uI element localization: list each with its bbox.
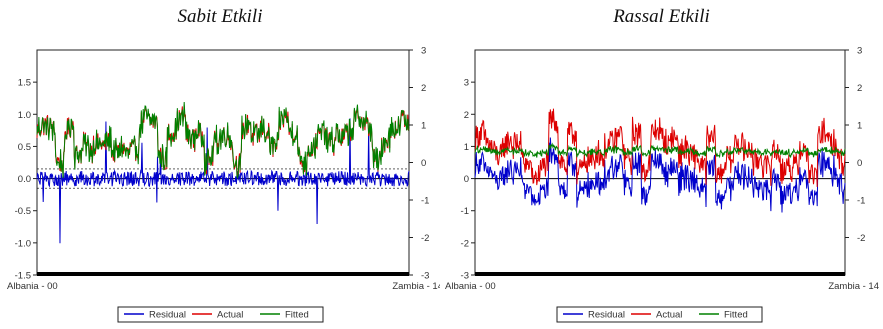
left-tick-label: -1.0 — [15, 238, 31, 249]
legend-label-residual: Residual — [588, 310, 625, 321]
left-tick-label: -3 — [461, 271, 469, 282]
left-tick-label: 2 — [464, 110, 469, 121]
left-tick-label: 3 — [464, 78, 469, 89]
legend-label-fitted: Fitted — [724, 310, 748, 321]
left-tick-label: 0 — [464, 174, 469, 185]
right-tick-label: 0 — [421, 158, 426, 169]
x-end-label: Zambia - 14 — [392, 281, 440, 292]
x-start-label: Albania - 00 — [445, 281, 496, 292]
right-tick-label: 1 — [421, 121, 426, 132]
legend-box — [117, 306, 324, 323]
left-tick-label: 1.0 — [18, 110, 31, 121]
right-tick-label: -1 — [421, 196, 429, 207]
series-line-actual — [474, 108, 846, 188]
left-tick-label: 0.0 — [18, 174, 31, 185]
legend-box — [556, 306, 763, 323]
right-tick-label: 0 — [857, 158, 862, 169]
right-tick-label: -2 — [857, 233, 865, 244]
x-axis-band — [475, 272, 845, 276]
right-tick-label: 3 — [857, 46, 862, 57]
x-start-label: Albania - 00 — [7, 281, 58, 292]
left-tick-label: -1 — [461, 206, 469, 217]
legend-label-actual: Actual — [217, 310, 243, 321]
series-line-residual — [36, 118, 410, 244]
right-tick-label: 1 — [857, 121, 862, 132]
right-tick-label: 2 — [421, 83, 426, 94]
left-tick-label: 1.5 — [18, 78, 31, 89]
right-tick-label: -2 — [421, 233, 429, 244]
x-end-label: Zambia - 14 — [828, 281, 879, 292]
left-tick-label: 1 — [464, 142, 469, 153]
chart-title-sabit: Sabit Etkili — [177, 6, 263, 27]
left-tick-label: -2 — [461, 238, 469, 249]
right-tick-label: -1 — [857, 196, 865, 207]
legend-label-fitted: Fitted — [285, 310, 309, 321]
chart-title-rassal: Rassal Etkili — [613, 6, 710, 27]
left-tick-label: -1.5 — [15, 271, 31, 282]
legend-label-actual: Actual — [656, 310, 682, 321]
chart-sabit: -1.5 -1.0 -0.5 0.0 0.5 1.0 1.5 -3 -2 -1 0 1 2 3 Albani… — [7, 46, 440, 323]
left-tick-label: 0.5 — [18, 142, 31, 153]
right-tick-label: 3 — [421, 46, 426, 57]
right-tick-label: -3 — [421, 271, 429, 282]
chart-panel-rassal: Rassal Etkili -3 -2 -1 0 1 2 3 -2 -1 0 1 2 3 Albania … — [440, 0, 883, 329]
x-axis-band — [37, 272, 409, 276]
series-line-fitted — [474, 142, 846, 159]
chart-rassal: -3 -2 -1 0 1 2 3 -2 -1 0 1 2 3 Albania - 00 Zambia - 1… — [445, 46, 879, 323]
right-tick-label: 2 — [857, 83, 862, 94]
legend-label-residual: Residual — [149, 310, 186, 321]
series-line-residual — [474, 137, 846, 213]
left-tick-label: -0.5 — [15, 206, 31, 217]
chart-panel-sabit: Sabit Etkili -1.5 -1.0 -0.5 0.0 0.5 1.0 1.5 -3-… — [0, 0, 440, 329]
series-line-fitted — [36, 101, 410, 179]
